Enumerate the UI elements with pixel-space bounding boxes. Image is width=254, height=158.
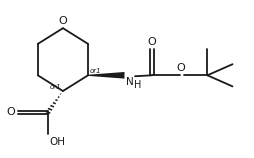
- Text: O: O: [6, 107, 15, 117]
- Text: O: O: [177, 63, 185, 73]
- Text: O: O: [148, 37, 156, 47]
- Text: H: H: [134, 80, 141, 90]
- Text: OH: OH: [49, 137, 65, 147]
- Text: N: N: [126, 77, 134, 87]
- Text: or1: or1: [89, 68, 101, 74]
- Polygon shape: [88, 72, 124, 79]
- Text: or1: or1: [50, 84, 62, 90]
- Text: O: O: [59, 16, 67, 26]
